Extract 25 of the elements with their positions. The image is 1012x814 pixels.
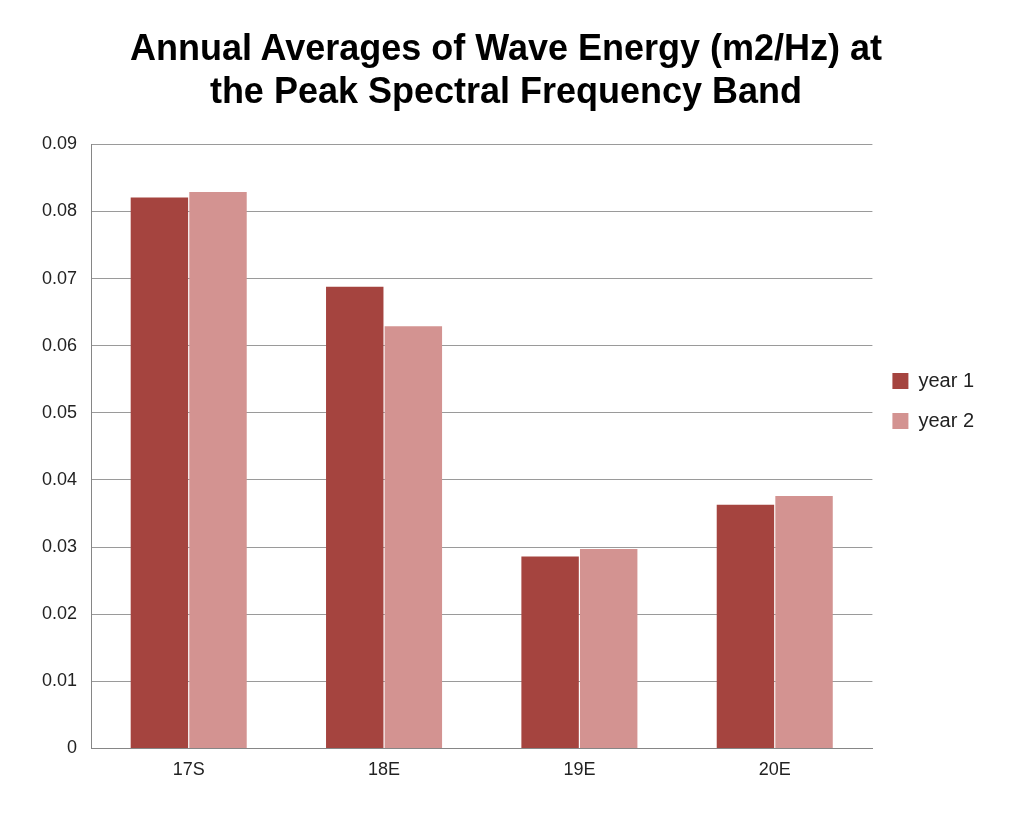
- y-tick-label: 0.06: [41, 334, 78, 355]
- bar: [189, 192, 247, 748]
- y-tick-label: 0.03: [41, 536, 78, 557]
- legend-label: year 1: [918, 368, 975, 391]
- y-tick-label: 0.04: [41, 468, 78, 489]
- x-tick-label: 19E: [563, 759, 596, 780]
- x-tick-label: 18E: [368, 759, 401, 780]
- y-tick-label: 0.08: [41, 200, 78, 221]
- bar: [521, 556, 579, 748]
- y-tick-label: 0.02: [41, 603, 78, 624]
- y-tick-label: 0.05: [41, 401, 78, 422]
- bar: [775, 496, 833, 748]
- y-tick-label: 0: [67, 737, 78, 758]
- bar: [326, 286, 384, 748]
- bar: [130, 197, 189, 748]
- bar: [579, 549, 638, 748]
- x-tick-label: 17S: [172, 759, 205, 780]
- legend-label: year 2: [918, 408, 975, 431]
- y-tick-label: 0.07: [41, 267, 78, 288]
- bar: [716, 504, 775, 748]
- y-tick-label: 0.09: [41, 133, 78, 154]
- x-tick-label: 20E: [758, 759, 791, 780]
- y-tick-label: 0.01: [41, 670, 78, 691]
- bar: [384, 326, 443, 748]
- chart-title: Annual Averages of Wave Energy (m2/Hz) at the Peak Spectral Frequency Band: [129, 26, 883, 111]
